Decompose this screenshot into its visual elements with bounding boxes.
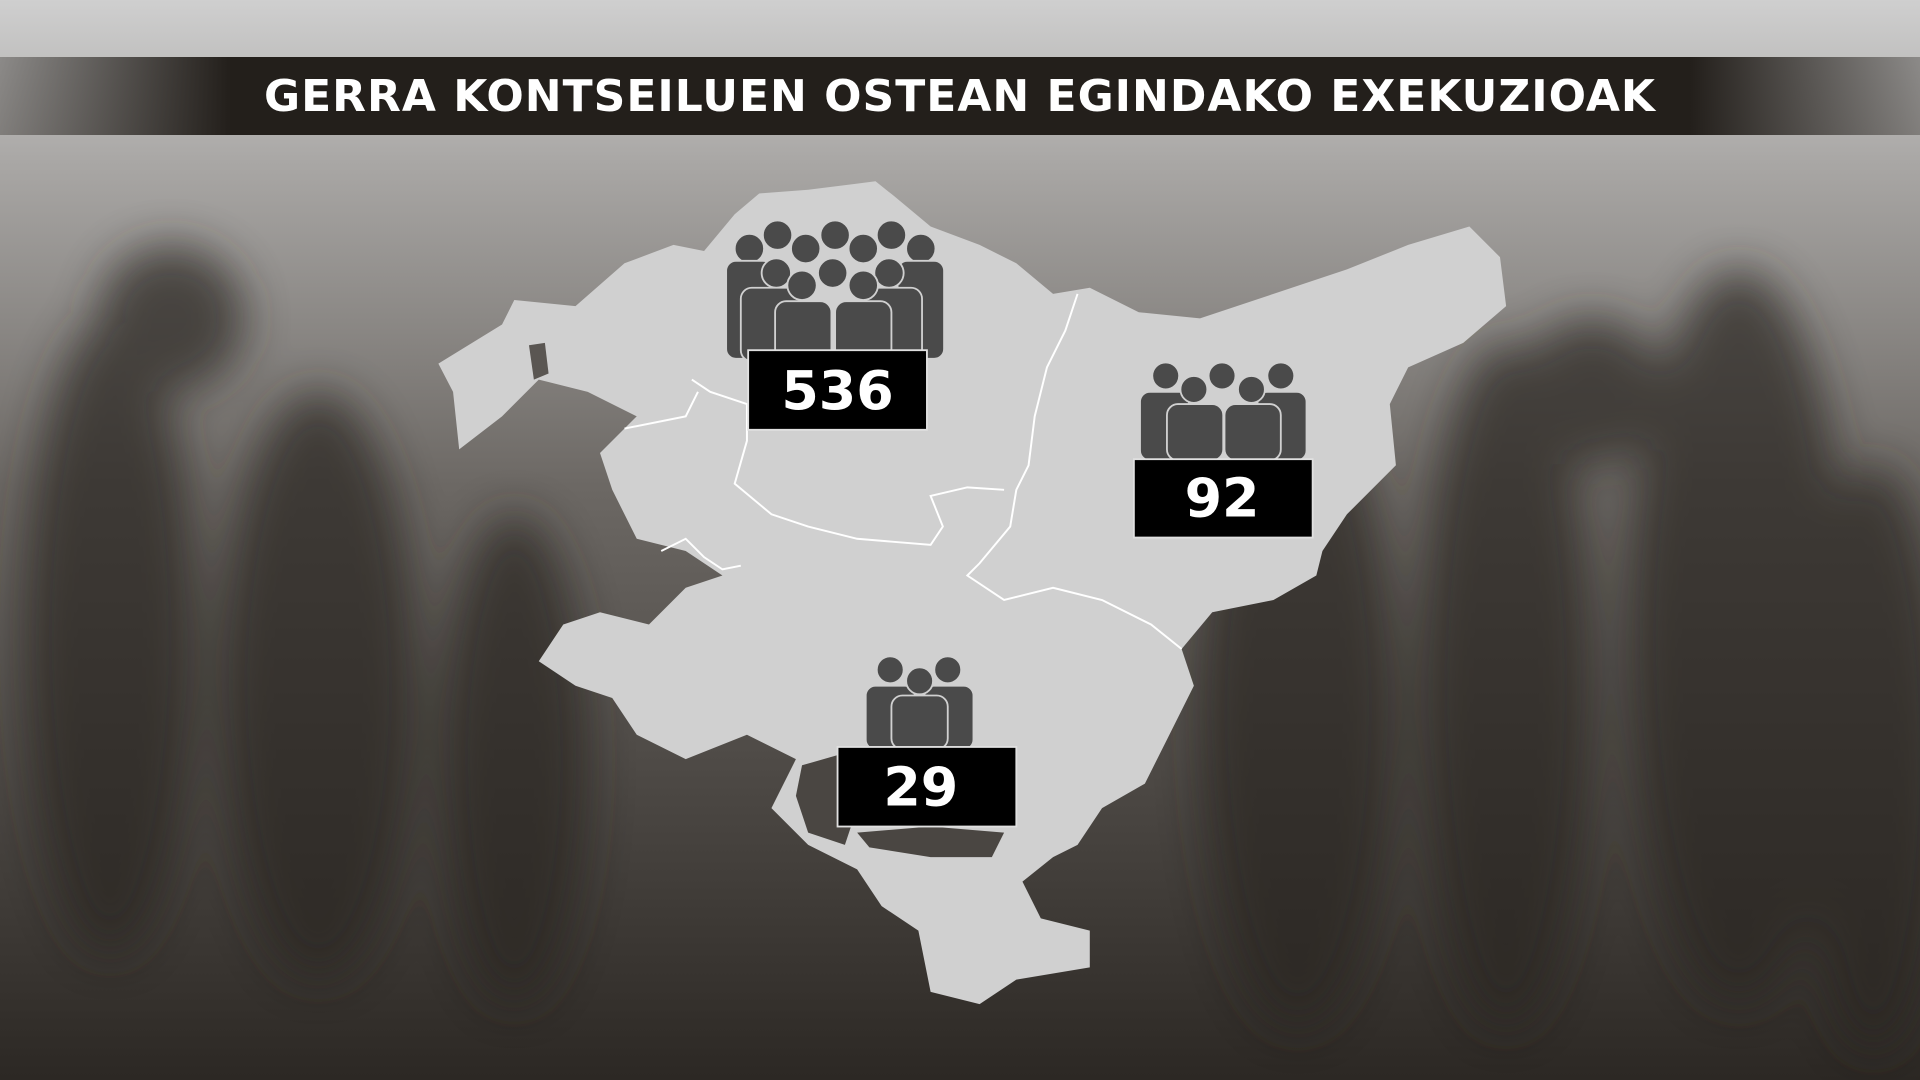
province-borders [624, 293, 1183, 650]
araba-count-label: 29 [836, 746, 1018, 828]
enclave-hole [528, 342, 549, 380]
araba-people-group-icon [864, 655, 975, 751]
enclave-hole [857, 826, 1005, 858]
page-title: GERRA KONTSEILUEN OSTEAN EGINDAKO EXEKUZ… [263, 70, 1657, 122]
araba-count: 29 [883, 756, 958, 819]
bizkaia-count: 536 [781, 359, 893, 422]
gipuzkoa-count-label: 92 [1132, 458, 1314, 539]
gipuzkoa-count: 92 [1185, 467, 1260, 530]
bizkaia-count-label: 536 [747, 349, 928, 431]
title-bar: GERRA KONTSEILUEN OSTEAN EGINDAKO EXEKUZ… [0, 57, 1920, 135]
gipuzkoa-people-group-icon [1139, 361, 1308, 462]
blurred-crowd [24, 244, 1920, 1053]
bizkaia-people-group-icon [725, 219, 945, 364]
